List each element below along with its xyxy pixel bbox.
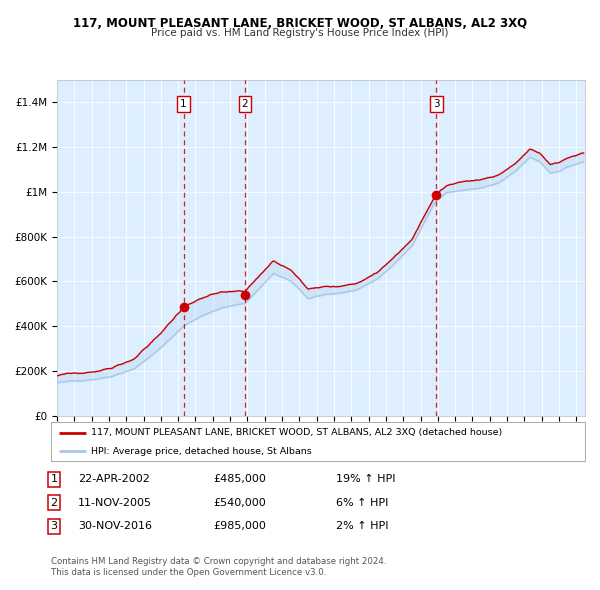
Text: 30-NOV-2016: 30-NOV-2016 xyxy=(78,522,152,531)
Text: 3: 3 xyxy=(433,99,440,109)
Text: 1: 1 xyxy=(50,474,58,484)
Text: This data is licensed under the Open Government Licence v3.0.: This data is licensed under the Open Gov… xyxy=(51,568,326,577)
Text: 2: 2 xyxy=(242,99,248,109)
Text: 3: 3 xyxy=(50,522,58,531)
Text: £985,000: £985,000 xyxy=(213,522,266,531)
Text: £485,000: £485,000 xyxy=(213,474,266,484)
Text: 19% ↑ HPI: 19% ↑ HPI xyxy=(336,474,395,484)
Text: 11-NOV-2005: 11-NOV-2005 xyxy=(78,498,152,507)
Text: 117, MOUNT PLEASANT LANE, BRICKET WOOD, ST ALBANS, AL2 3XQ: 117, MOUNT PLEASANT LANE, BRICKET WOOD, … xyxy=(73,17,527,30)
Text: 22-APR-2002: 22-APR-2002 xyxy=(78,474,150,484)
Text: 1: 1 xyxy=(180,99,187,109)
Text: £540,000: £540,000 xyxy=(213,498,266,507)
Text: HPI: Average price, detached house, St Albans: HPI: Average price, detached house, St A… xyxy=(91,447,312,456)
Text: 2% ↑ HPI: 2% ↑ HPI xyxy=(336,522,389,531)
Text: Contains HM Land Registry data © Crown copyright and database right 2024.: Contains HM Land Registry data © Crown c… xyxy=(51,558,386,566)
Text: 2: 2 xyxy=(50,498,58,507)
Text: 117, MOUNT PLEASANT LANE, BRICKET WOOD, ST ALBANS, AL2 3XQ (detached house): 117, MOUNT PLEASANT LANE, BRICKET WOOD, … xyxy=(91,428,502,437)
Text: 6% ↑ HPI: 6% ↑ HPI xyxy=(336,498,388,507)
Text: Price paid vs. HM Land Registry's House Price Index (HPI): Price paid vs. HM Land Registry's House … xyxy=(151,28,449,38)
